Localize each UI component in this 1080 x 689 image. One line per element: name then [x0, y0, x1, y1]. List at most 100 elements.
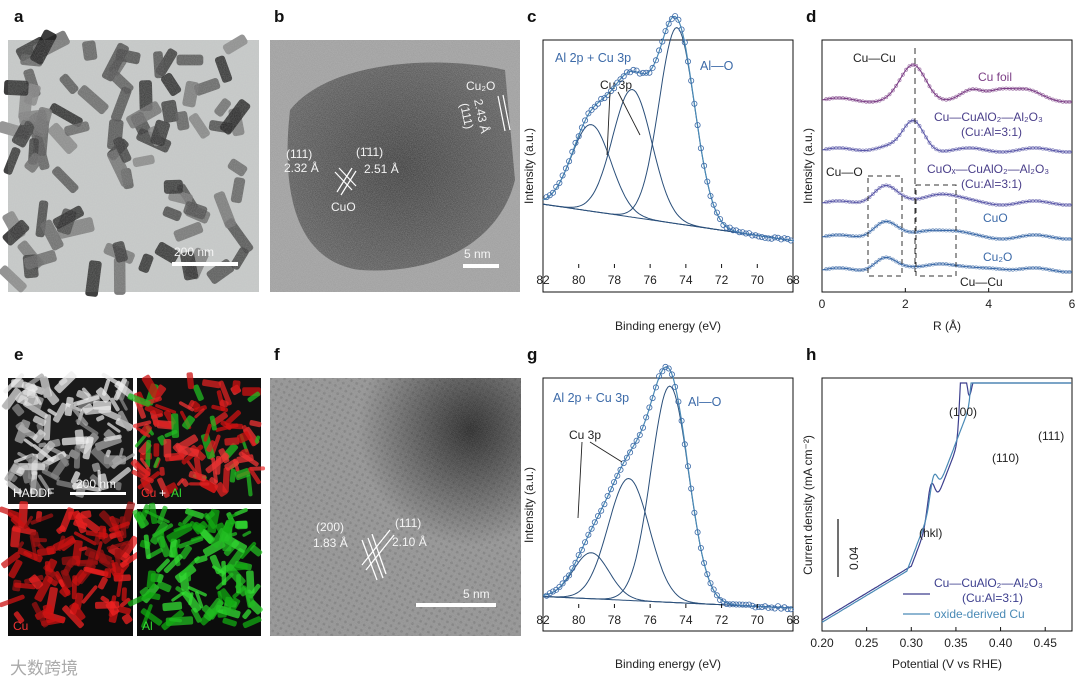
data-point: [713, 592, 720, 599]
eds-signal: [30, 531, 41, 548]
exafs-curve-1: [821, 120, 1073, 153]
data-point: [900, 227, 905, 232]
data-point: [950, 193, 955, 198]
annotation-100: (100): [949, 405, 977, 419]
dspacing-251: 2.51 Å: [364, 161, 399, 176]
data-point: [894, 137, 899, 142]
data-point: [930, 144, 935, 149]
data-point: [668, 371, 675, 378]
eds-signal: [110, 467, 131, 485]
lsv-curve-1: [821, 382, 1072, 623]
data-point: [890, 186, 895, 190]
data-point: [787, 606, 794, 613]
eds-signal: [186, 571, 192, 582]
eds-signal: [100, 595, 110, 604]
eds-signal: [247, 391, 261, 403]
eds-signal: [215, 455, 222, 475]
fit-peak-0: [542, 124, 794, 242]
eds-signal: [173, 523, 193, 532]
cu2o-fringe-lines: [497, 94, 511, 132]
scale-label: 200 nm: [76, 477, 116, 491]
data-point: [910, 118, 915, 123]
watermark: 大数跨境: [10, 659, 78, 679]
eds-signal: [127, 393, 151, 407]
scale-label: 5 nm: [463, 587, 490, 601]
x-tick-label: 0.45: [1034, 636, 1058, 650]
data-point: [643, 69, 650, 76]
data-point: [954, 94, 959, 99]
eds-signal: [229, 469, 236, 483]
data-point: [710, 201, 717, 208]
data-point: [556, 179, 563, 186]
eds-signal: [135, 426, 151, 438]
eds-signal: [242, 530, 252, 537]
x-tick-label: 78: [608, 613, 622, 627]
eds-signal: [218, 380, 232, 406]
data-point: [562, 165, 569, 172]
eds-signal: [127, 592, 152, 607]
x-tick-label: 78: [608, 273, 622, 287]
data-point: [1040, 93, 1045, 98]
x-tick-label: 76: [643, 273, 657, 287]
eds-signal: [23, 551, 33, 558]
x-tick-label: 70: [751, 273, 765, 287]
eds-signal: [38, 474, 53, 495]
data-point: [765, 235, 772, 242]
haadf-label: HADDF: [13, 486, 54, 500]
eds-signal: [156, 558, 170, 573]
data-point: [572, 559, 579, 566]
plane-111: (111): [286, 147, 312, 161]
data-point: [675, 398, 682, 405]
eds-signal: [218, 588, 236, 608]
eds-signal: [147, 547, 164, 559]
data-point: [860, 233, 865, 238]
data-point: [578, 124, 585, 131]
eds-signal: [224, 410, 241, 426]
data-point: [739, 601, 746, 608]
eds-signal: [191, 607, 202, 623]
data-point: [575, 133, 582, 140]
data-point: [990, 88, 995, 93]
eds-signal: [85, 530, 109, 539]
annotation-al-o: Al—O: [700, 59, 734, 73]
eds-signal: [23, 438, 34, 447]
data-point: [749, 232, 756, 239]
annotation-cu-cu-bottom: Cu—Cu: [960, 275, 1003, 289]
panel-label-e: e: [14, 345, 23, 364]
data-point: [566, 572, 573, 579]
data-point: [694, 122, 701, 129]
scale-bar-label: 0.04: [847, 546, 861, 570]
data-point: [784, 235, 791, 242]
eds-signal: [29, 479, 45, 498]
data-point: [662, 28, 669, 35]
data-point: [897, 191, 902, 196]
eds-signal: [92, 400, 112, 411]
data-point: [890, 88, 895, 93]
data-point: [900, 72, 905, 77]
eds-signal: [101, 372, 124, 388]
x-tick-label: 80: [572, 613, 586, 627]
eds-signal: [53, 535, 76, 551]
eds-signal: [242, 616, 262, 629]
exafs-curve-0: [821, 64, 1073, 103]
data-point: [556, 584, 563, 591]
data-point: [550, 189, 557, 196]
eds-signal: [200, 529, 215, 544]
eds-signal: [110, 397, 120, 412]
data-point: [640, 69, 647, 76]
data-point: [559, 580, 566, 587]
eds-signal: [8, 559, 23, 579]
x-tick-label: 0.20: [810, 636, 834, 650]
eds-signal: [76, 390, 90, 401]
data-point: [1067, 237, 1072, 241]
data-point: [717, 216, 724, 223]
data-point: [717, 597, 724, 604]
eds-signal: [97, 576, 108, 590]
data-point: [778, 605, 785, 612]
eds-signal: [0, 594, 25, 608]
eds-signal: [234, 468, 251, 481]
eds-signal: [157, 477, 170, 498]
data-point: [1044, 94, 1049, 99]
eds-signal: [71, 575, 78, 600]
data-point: [598, 95, 605, 102]
